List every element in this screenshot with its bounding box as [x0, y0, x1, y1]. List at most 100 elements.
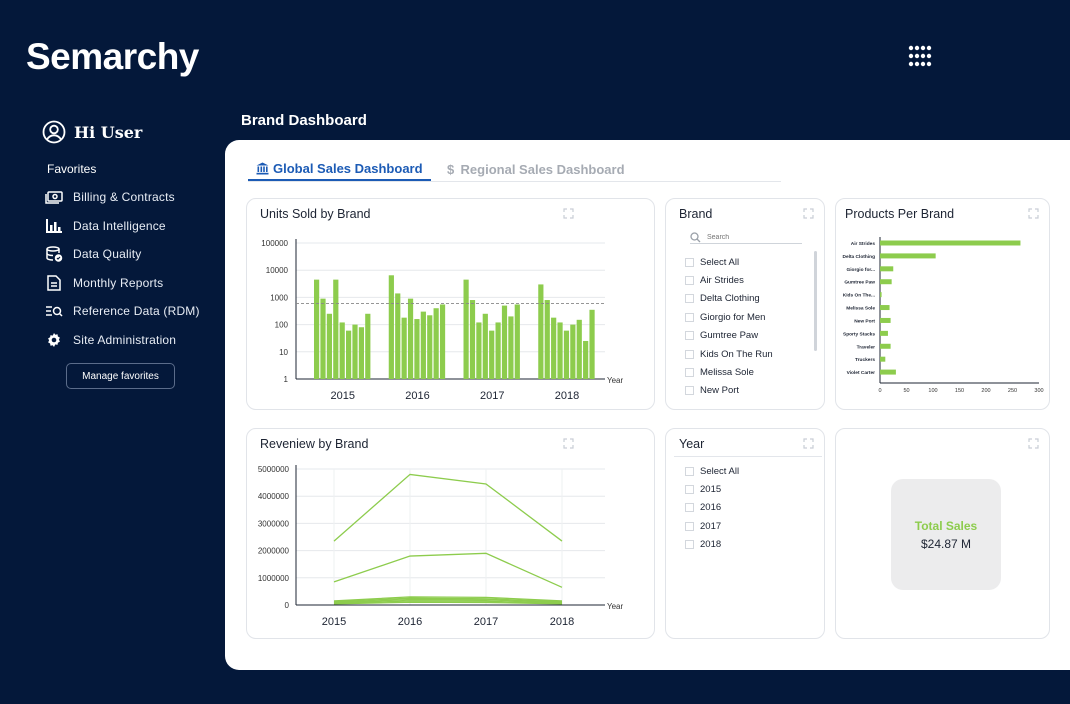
filter-option[interactable]: Giorgio for Men — [685, 308, 773, 326]
bar — [365, 313, 371, 379]
bar — [407, 298, 414, 379]
bar — [427, 315, 433, 379]
x-tick-label: 2017 — [480, 390, 504, 402]
series-line — [333, 598, 563, 604]
expand-icon[interactable] — [803, 208, 814, 219]
checkbox[interactable] — [685, 485, 694, 495]
y-tick-label: 100000 — [261, 239, 288, 248]
revenue-card: Reveniew by Brand 5000000 4000000 3000000 2… — [246, 428, 655, 639]
filter-option[interactable]: Select All — [685, 253, 773, 271]
x-tick-label: 100 — [928, 388, 937, 394]
checkbox[interactable] — [685, 257, 694, 267]
bank-icon — [256, 162, 269, 174]
filter-option-label: 2018 — [700, 539, 722, 551]
x-axis-label: Year — [607, 376, 624, 385]
checkbox[interactable] — [685, 368, 694, 378]
x-axis-label: Year — [607, 602, 624, 611]
y-tick-label: 5000000 — [258, 465, 290, 474]
filter-option-label: Kids On The Run — [700, 348, 773, 360]
bar — [880, 369, 896, 375]
bar — [358, 327, 364, 379]
tab-global-sales[interactable]: Global Sales Dashboard — [248, 157, 431, 181]
x-tick-label: 50 — [903, 388, 909, 394]
favorite-reference-data[interactable]: Reference Data (RDM) — [45, 297, 200, 326]
products-per-brand-chart: Air Strides Delta Clothing Giorgio for... G… — [842, 237, 1044, 394]
brand-list-scrollbar[interactable] — [814, 251, 817, 351]
y-tick-label: Truckers — [855, 357, 875, 363]
series-line — [333, 473, 563, 542]
bar — [551, 317, 557, 379]
checkbox[interactable] — [685, 331, 694, 341]
filter-option-label: Melissa Sole — [700, 367, 754, 379]
filter-option[interactable]: Air Strides — [685, 271, 773, 289]
bar — [880, 292, 882, 298]
bar — [489, 330, 495, 379]
card-title: Brand — [679, 207, 713, 221]
favorite-monthly-reports[interactable]: Monthly Reports — [45, 269, 200, 298]
filter-option[interactable]: New Port — [685, 382, 773, 400]
apps-grid-icon[interactable] — [908, 45, 932, 67]
bar — [346, 330, 352, 379]
filter-option[interactable]: Gumtree Paw — [685, 327, 773, 345]
favorite-data-quality[interactable]: Data Quality — [45, 240, 200, 269]
favorite-data-intelligence[interactable]: Data Intelligence — [45, 212, 200, 241]
card-title: Units Sold by Brand — [260, 207, 371, 221]
checkbox[interactable] — [685, 466, 694, 476]
favorite-site-administration[interactable]: Site Administration — [45, 326, 200, 355]
checkbox[interactable] — [685, 276, 694, 286]
filter-option[interactable]: Select All — [685, 462, 739, 480]
user-name: Hi User — [74, 122, 143, 142]
brand-filter-list: Select All Air Strides Delta Clothing Giorg… — [685, 253, 773, 400]
card-title: Year — [679, 437, 705, 451]
favorite-label: Monthly Reports — [73, 275, 164, 290]
checkbox[interactable] — [685, 294, 694, 304]
y-tick-label: Air Strides — [851, 241, 876, 247]
bar — [880, 253, 936, 259]
expand-icon[interactable] — [563, 208, 574, 219]
x-tick-label: 250 — [1008, 388, 1017, 394]
checkbox[interactable] — [685, 540, 694, 550]
bar — [482, 313, 488, 379]
bar — [414, 319, 420, 379]
bar — [508, 316, 514, 379]
filter-option[interactable]: Kids On The Run — [685, 345, 773, 363]
filter-option[interactable]: 2018 — [685, 536, 739, 554]
expand-icon[interactable] — [803, 438, 814, 449]
search-icon — [690, 231, 701, 242]
billing-icon — [45, 191, 63, 204]
y-tick-label: 1 — [284, 375, 289, 384]
checkbox[interactable] — [685, 349, 694, 359]
filter-option[interactable]: 2016 — [685, 499, 739, 517]
filter-option[interactable]: 2015 — [685, 480, 739, 498]
filter-option-label: 2015 — [700, 484, 722, 496]
brand-search-input[interactable] — [707, 233, 797, 241]
expand-icon[interactable] — [1028, 438, 1039, 449]
y-tick-label: 10 — [279, 348, 288, 357]
filter-option-label: Air Strides — [700, 275, 744, 287]
year-divider — [674, 456, 822, 457]
bar — [570, 324, 576, 379]
series-line — [333, 552, 563, 588]
expand-icon[interactable] — [1028, 208, 1039, 219]
tab-regional-sales[interactable]: $ Regional Sales Dashboard — [439, 157, 633, 181]
filter-option-label: 2017 — [700, 520, 722, 532]
tab-label: Global Sales Dashboard — [273, 160, 423, 176]
favorite-billing-contracts[interactable]: Billing & Contracts — [45, 183, 200, 212]
filter-option[interactable]: 2017 — [685, 517, 739, 535]
y-tick-label: Gumtree Paw — [844, 280, 875, 286]
filter-option[interactable]: Melissa Sole — [685, 363, 773, 381]
favorite-label: Data Intelligence — [73, 218, 166, 233]
bar — [538, 284, 544, 379]
user-greeting[interactable]: Hi User — [42, 120, 142, 144]
checkbox[interactable] — [685, 521, 694, 531]
y-tick-label: 1000 — [270, 293, 288, 302]
checkbox[interactable] — [685, 386, 694, 396]
expand-icon[interactable] — [563, 438, 574, 449]
svg-text:$: $ — [447, 163, 455, 176]
checkbox[interactable] — [685, 503, 694, 513]
document-icon — [47, 275, 61, 291]
checkbox[interactable] — [685, 312, 694, 322]
filter-option[interactable]: Delta Clothing — [685, 290, 773, 308]
total-sales-card: Total Sales $24.87 M — [835, 428, 1050, 639]
manage-favorites-button[interactable]: Manage favorites — [66, 363, 175, 389]
